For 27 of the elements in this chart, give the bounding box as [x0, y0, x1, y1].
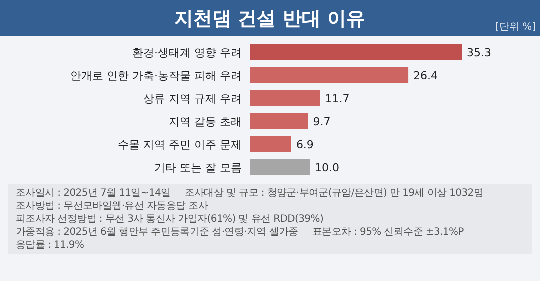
chart-title: 지천댐 건설 반대 이유: [174, 8, 366, 30]
bar: [250, 114, 308, 130]
bar: [250, 44, 462, 60]
data-label: 11.7: [325, 92, 350, 106]
y-tick-label: 지역 갈등 초래: [169, 116, 242, 128]
y-tick-label: 안개로 인한 가축·농작물 피해 우려: [70, 70, 242, 82]
text: 가중적용 : 2025년 6월 행안부 주민등록기준 성·연령·지역 셀가중: [16, 227, 299, 238]
bar: [250, 136, 292, 152]
bar: [250, 160, 310, 176]
text: [단위 %]: [496, 22, 536, 33]
y-tick-label: 환경·생태계 영향 우려: [132, 46, 242, 60]
text: 응답률 : 11.9%: [16, 240, 84, 251]
data-label: 9.7: [313, 116, 331, 128]
y-tick-label: 상류 지역 규제 우려: [144, 92, 242, 106]
bar: [250, 68, 409, 84]
text: 조사일시 : 2025년 7월 11일~14일: [16, 188, 171, 199]
text: 조사방법 : 무선모바일웹·유선 자동응답 조사: [16, 201, 208, 212]
text: 조사대상 및 규모 : 청양군·부여군(규암/은산면) 만 19세 이상 1032명: [184, 188, 484, 199]
data-label: 35.3: [467, 46, 492, 60]
y-tick-label: 수몰 지역 주민 이주 문제: [118, 138, 242, 152]
data-label: 26.4: [414, 70, 438, 82]
text: 피조사자 선정방법 : 무선 3사 통신사 가입자(61%) 및 유선 RDD(39%): [16, 214, 324, 225]
y-tick-label: 기타 또는 잘 모름: [154, 162, 242, 174]
data-label: 10.0: [315, 162, 340, 174]
bar: [250, 90, 320, 106]
text: 표본오차 : 95% 신뢰수준 ±3.1%P: [312, 227, 464, 238]
data-label: 6.9: [296, 138, 314, 152]
